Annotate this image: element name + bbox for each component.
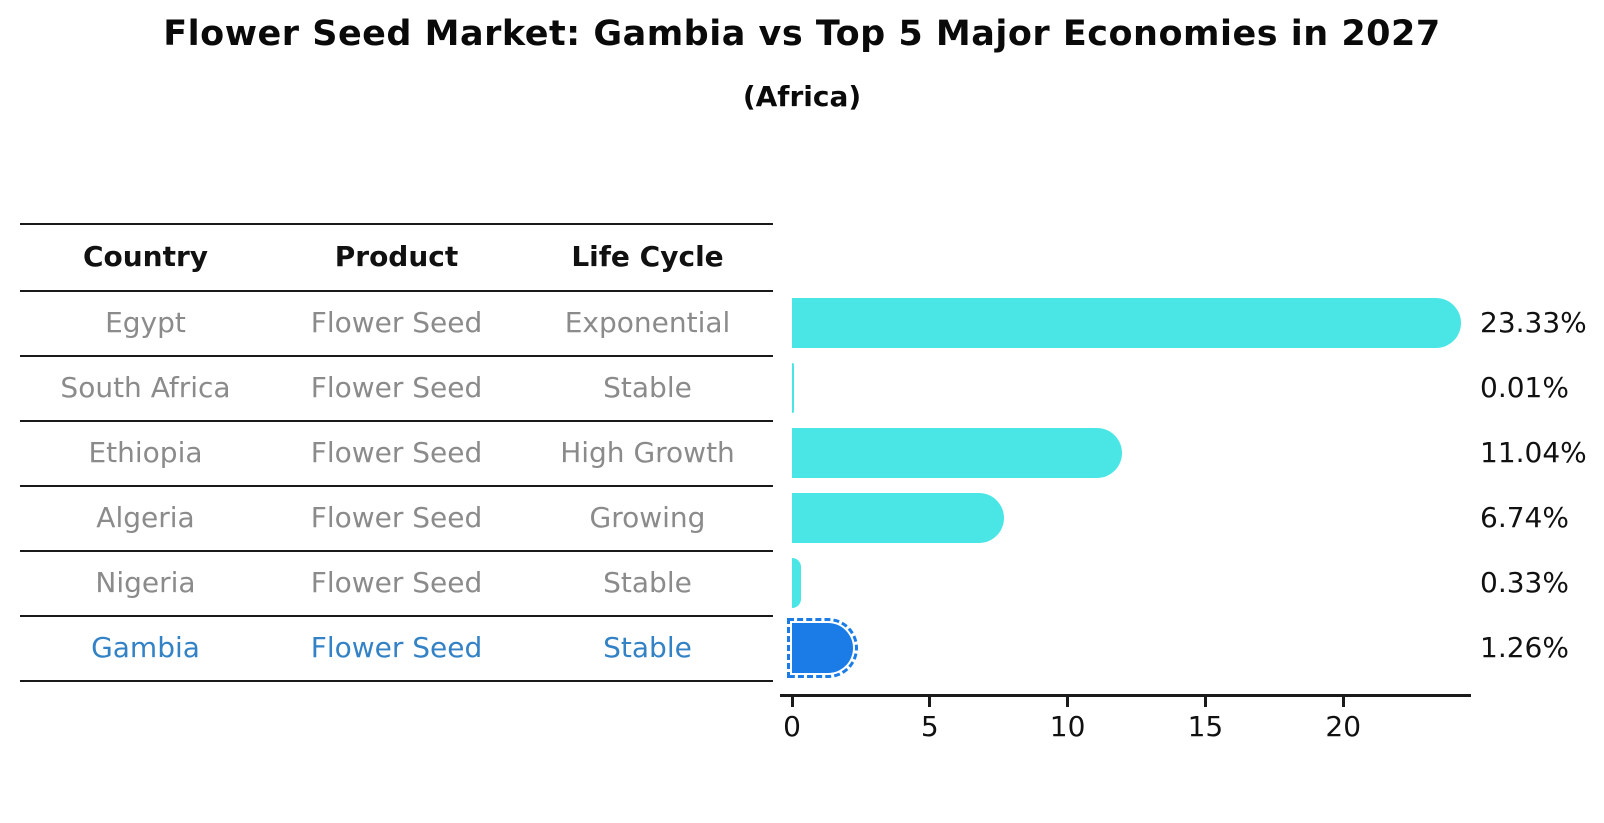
- bar-value-label: 1.26%: [1480, 631, 1569, 664]
- cell-life_cycle: Growing: [589, 501, 706, 534]
- x-axis-tick-label: 10: [1049, 710, 1086, 743]
- cell-product: Flower Seed: [310, 631, 483, 664]
- cell-product: Flower Seed: [310, 436, 483, 469]
- chart-title: Flower Seed Market: Gambia vs Top 5 Majo…: [163, 14, 1441, 54]
- bar-value-label: 0.01%: [1480, 371, 1569, 404]
- table-rule: [20, 550, 773, 552]
- x-axis-tick: [1341, 694, 1345, 707]
- bar-value-label: 23.33%: [1480, 306, 1587, 339]
- bar: [792, 493, 1004, 543]
- column-header-country: Country: [82, 240, 209, 273]
- cell-country: Algeria: [96, 501, 195, 534]
- bar-highlight: [787, 618, 858, 678]
- x-axis-tick-label: 5: [920, 710, 939, 743]
- cell-country: Nigeria: [95, 566, 196, 599]
- bar-value-label: 11.04%: [1480, 436, 1587, 469]
- table-rule: [20, 290, 773, 292]
- cell-life_cycle: Exponential: [564, 306, 731, 339]
- cell-product: Flower Seed: [310, 566, 483, 599]
- x-axis-tick-label: 0: [783, 710, 801, 743]
- cell-country: Egypt: [105, 306, 186, 339]
- cell-life_cycle: Stable: [603, 371, 692, 404]
- x-axis-tick: [790, 694, 794, 707]
- bar: [792, 428, 1122, 478]
- x-axis-tick: [928, 694, 932, 707]
- x-axis-tick-label: 20: [1325, 710, 1362, 743]
- bar: [792, 298, 1461, 348]
- cell-life_cycle: Stable: [603, 631, 692, 664]
- column-header-life_cycle: Life Cycle: [571, 240, 724, 273]
- bar-value-label: 6.74%: [1480, 501, 1569, 534]
- x-axis-line: [780, 694, 1471, 697]
- table-rule: [20, 420, 773, 422]
- cell-country: Ethiopia: [88, 436, 203, 469]
- x-axis-tick: [1066, 694, 1070, 707]
- table-rule: [20, 485, 773, 487]
- x-axis-tick: [1203, 694, 1207, 707]
- cell-country: Gambia: [91, 631, 200, 664]
- cell-country: South Africa: [60, 371, 231, 404]
- bar: [792, 558, 801, 608]
- x-axis-tick-label: 15: [1187, 710, 1224, 743]
- column-header-product: Product: [334, 240, 459, 273]
- table-rule: [20, 615, 773, 617]
- table-rule: [20, 223, 773, 225]
- table-rule: [20, 355, 773, 357]
- bar: [792, 363, 794, 413]
- bar-value-label: 0.33%: [1480, 566, 1569, 599]
- cell-life_cycle: High Growth: [560, 436, 735, 469]
- cell-product: Flower Seed: [310, 306, 483, 339]
- chart-subtitle: (Africa): [742, 80, 862, 113]
- cell-life_cycle: Stable: [603, 566, 692, 599]
- cell-product: Flower Seed: [310, 371, 483, 404]
- cell-product: Flower Seed: [310, 501, 483, 534]
- table-rule: [20, 680, 773, 682]
